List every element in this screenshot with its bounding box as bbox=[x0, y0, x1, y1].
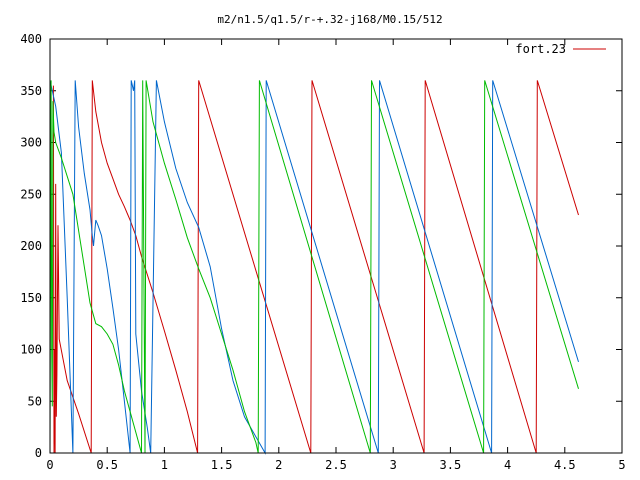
x-tick-label: 2 bbox=[275, 458, 282, 472]
y-tick-label: 50 bbox=[28, 394, 42, 408]
series-line-2 bbox=[49, 80, 579, 455]
x-tick-label: 3.5 bbox=[440, 458, 462, 472]
y-tick-label: 200 bbox=[20, 239, 42, 253]
chart-title: m2/n1.5/q1.5/r-+.32-j168/M0.15/512 bbox=[217, 13, 442, 26]
x-tick-label: 0.5 bbox=[96, 458, 118, 472]
y-tick-label: 0 bbox=[35, 446, 42, 460]
x-tick-label: 1.5 bbox=[211, 458, 233, 472]
y-tick-label: 400 bbox=[20, 32, 42, 46]
legend-label: fort.23 bbox=[515, 42, 566, 56]
x-tick-label: 4.5 bbox=[554, 458, 576, 472]
legend: fort.23 bbox=[515, 42, 606, 56]
x-tick-label: 2.5 bbox=[325, 458, 347, 472]
y-tick-label: 100 bbox=[20, 343, 42, 357]
series-line-3 bbox=[49, 80, 579, 454]
x-tick-label: 1 bbox=[161, 458, 168, 472]
x-tick-label: 0 bbox=[46, 458, 53, 472]
x-tick-label: 3 bbox=[390, 458, 397, 472]
y-tick-label: 250 bbox=[20, 187, 42, 201]
x-tick-label: 4 bbox=[504, 458, 511, 472]
y-tick-label: 300 bbox=[20, 136, 42, 150]
axis-ticks: 0 50 100 150 200 250 300 350 400 0 0.5 1 1.5 2 2.5 3 3.5… bbox=[20, 32, 625, 472]
plot-area bbox=[49, 80, 579, 455]
series-line-1 bbox=[52, 80, 579, 454]
x-tick-label: 5 bbox=[618, 458, 625, 472]
plot-border bbox=[49, 38, 623, 454]
y-tick-label: 350 bbox=[20, 84, 42, 98]
y-tick-label: 150 bbox=[20, 291, 42, 305]
